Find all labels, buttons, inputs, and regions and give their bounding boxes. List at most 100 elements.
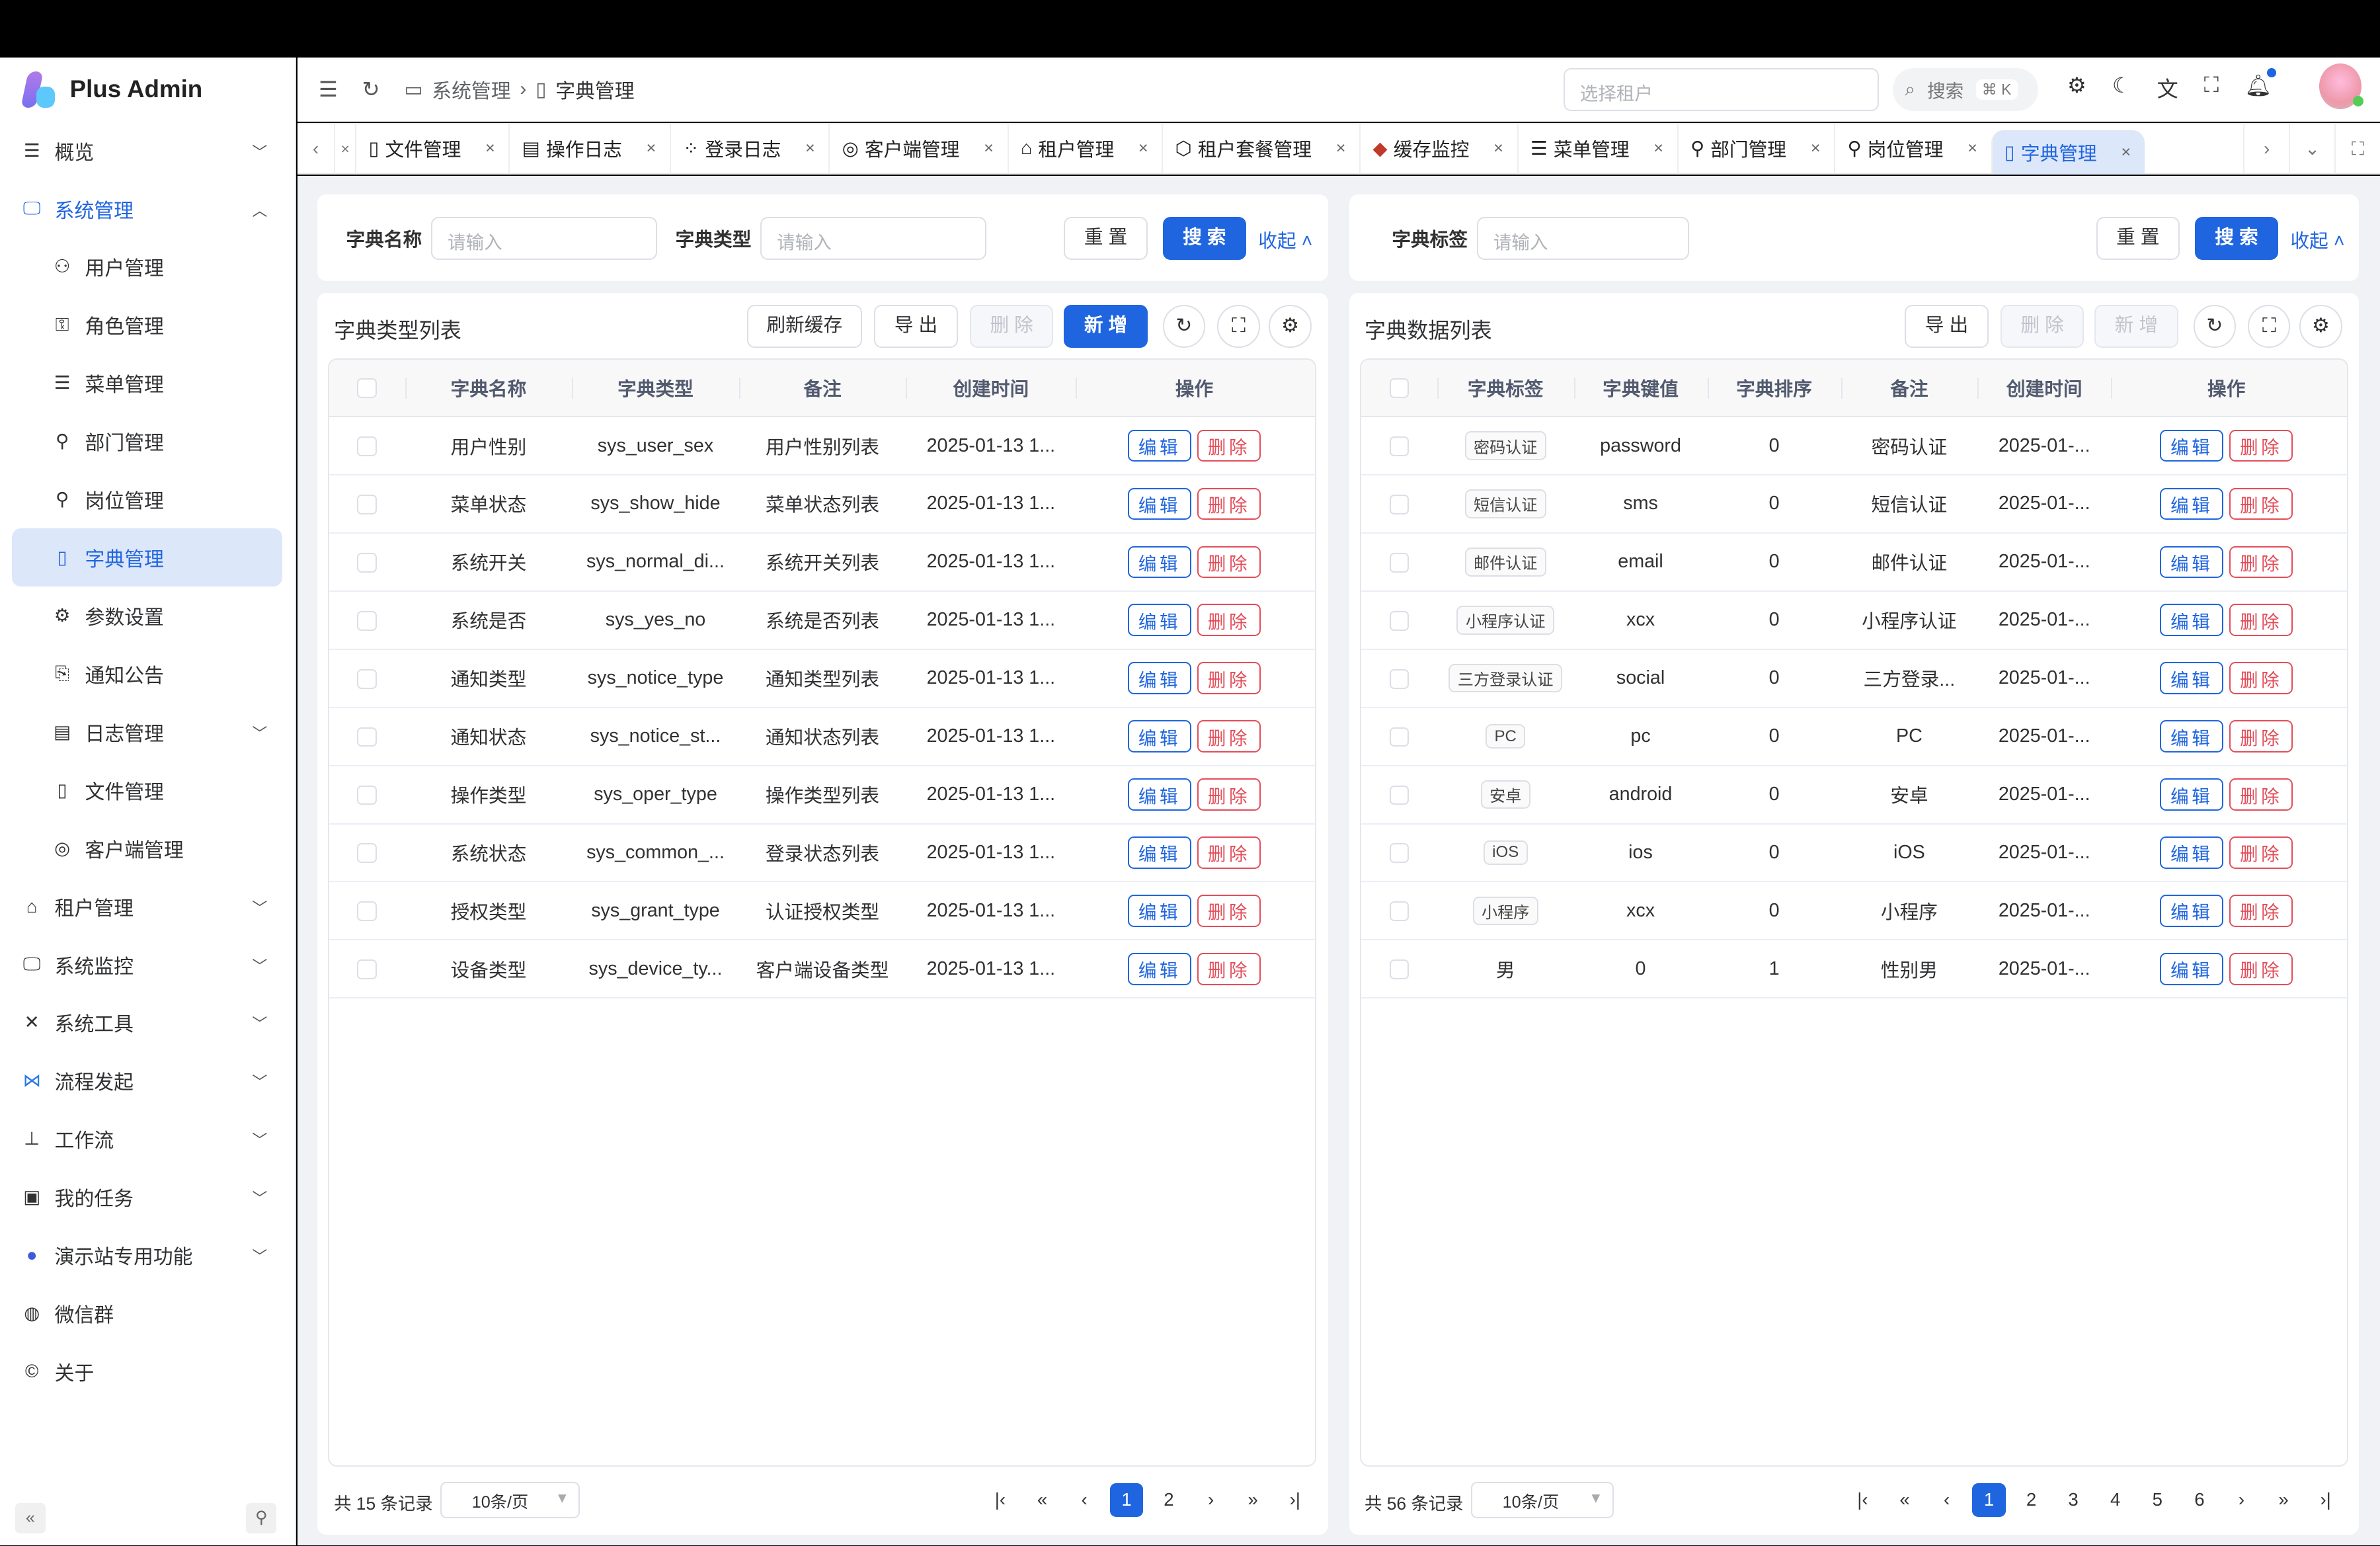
row-checkbox[interactable] [357,494,377,514]
page-1[interactable]: 1 [1109,1483,1144,1517]
edit-button[interactable]: 编辑 [1128,429,1191,462]
row-checkbox-cell[interactable] [1361,435,1437,457]
edit-button[interactable]: 编辑 [1128,662,1191,694]
delete-button[interactable]: 删 除 [2000,305,2084,348]
refresh-icon[interactable]: ↻ [1162,305,1205,348]
edit-button[interactable]: 编辑 [1128,778,1191,811]
sidebar-item[interactable]: ⚿ 角色管理 [0,296,295,354]
collapse-sidebar-icon[interactable]: « [15,1502,46,1533]
tab-11[interactable]: ▯ 字典管理 × [1991,130,2145,175]
sidebar-item[interactable]: 🖵︎ 系统管理 ︿ [0,180,295,238]
tabs-scroll-right-icon[interactable]: › [2243,122,2289,175]
row-checkbox-cell[interactable] [329,435,405,457]
dict-label-input[interactable]: 请输入 [1476,217,1690,260]
tabs-dropdown-icon[interactable]: ⌄ [2289,122,2334,175]
row-checkbox-cell[interactable] [329,900,405,922]
row-checkbox[interactable] [1389,959,1409,980]
dict-type-input[interactable]: 请输入 [760,217,987,260]
row-checkbox-cell[interactable] [1361,551,1437,573]
prev-page-icon[interactable]: ‹ [1944,1489,1950,1510]
edit-button[interactable]: 编辑 [2160,604,2224,637]
edit-button[interactable]: 编辑 [2160,487,2224,520]
edit-button[interactable]: 编辑 [2160,720,2224,753]
sidebar-item[interactable]: ⚇ 用户管理 [0,238,295,296]
delete-button[interactable]: 删除 [1197,429,1261,462]
search-button[interactable]: 搜 索 [2194,217,2279,260]
delete-button[interactable]: 删除 [1197,546,1261,579]
delete-button[interactable]: 删除 [1197,953,1261,985]
delete-button[interactable]: 删除 [1197,662,1261,694]
chevron-down-icon[interactable]: ﹀ [252,957,268,975]
sidebar-item[interactable]: ▣ 我的任务 ﹀ [0,1168,295,1226]
delete-button[interactable]: 删除 [1197,487,1261,520]
last-page-icon[interactable]: ›| [1289,1489,1300,1510]
page-3[interactable]: 3 [2068,1489,2079,1510]
tab-5[interactable]: ⌂ 租户管理 × [1007,122,1162,175]
edit-button[interactable]: 编辑 [2160,953,2224,985]
chevron-down-icon[interactable]: ﹀ [252,724,268,742]
sidebar-item[interactable]: ● 演示站专用功能 ﹀ [0,1226,295,1284]
row-checkbox[interactable] [1389,727,1409,747]
tenant-select[interactable]: 选择租户 [1563,68,1880,111]
tab-3[interactable]: ⁘ 登录日志 × [669,122,828,175]
edit-button[interactable]: 编辑 [1128,720,1191,753]
edit-button[interactable]: 编辑 [1128,953,1191,985]
dark-mode-moon-icon[interactable]: ☾ [2112,73,2131,98]
row-checkbox-cell[interactable] [1361,725,1437,747]
close-icon[interactable]: × [1335,139,1346,158]
close-icon[interactable]: × [646,139,656,158]
row-checkbox-cell[interactable] [1361,900,1437,922]
select-all-checkbox[interactable] [1361,377,1437,399]
edit-button[interactable]: 编辑 [1128,895,1191,927]
tab-maximize-icon[interactable]: ⛶ [2334,122,2380,175]
delete-button[interactable]: 删除 [1197,778,1261,811]
collapse-link[interactable]: 收起 ˄ [2290,231,2345,253]
delete-button[interactable]: 删除 [2229,720,2293,753]
close-icon[interactable]: × [805,139,815,158]
sidebar-item[interactable]: ◍ 微信群 [0,1284,295,1342]
tab-9[interactable]: ⚲ 部门管理 × [1677,122,1834,175]
edit-button[interactable]: 编辑 [1128,604,1191,637]
page-1[interactable]: 1 [1972,1483,2006,1517]
edit-button[interactable]: 编辑 [2160,546,2224,579]
delete-button[interactable]: 删除 [2229,662,2293,694]
add-button[interactable]: 新 增 [1064,305,1148,348]
row-checkbox-cell[interactable] [1361,667,1437,689]
reset-button[interactable]: 重 置 [2096,217,2180,260]
tab-4[interactable]: ◎ 客户端管理 × [828,122,1007,175]
next-page-icon[interactable]: › [2238,1489,2245,1510]
row-checkbox[interactable] [1389,785,1409,805]
delete-button[interactable]: 删除 [1197,604,1261,637]
search-button[interactable]: 搜 索 [1162,217,1246,260]
chevron-down-icon[interactable]: ﹀ [252,1015,268,1033]
chevron-down-icon[interactable]: ﹀ [252,1131,268,1149]
avatar[interactable] [2319,63,2363,110]
edit-button[interactable]: 编辑 [2160,662,2224,694]
close-tab-icon[interactable]: × [334,122,355,175]
prev-page-icon[interactable]: ‹ [1081,1489,1088,1510]
chevron-down-icon[interactable]: ﹀ [252,143,268,161]
row-checkbox-cell[interactable] [329,784,405,805]
page-2[interactable]: 2 [2026,1489,2037,1510]
sidebar-item[interactable]: ◎ 客户端管理 [0,819,295,877]
page-4[interactable]: 4 [2110,1489,2121,1510]
row-checkbox[interactable] [357,843,377,864]
column-settings-gear-icon[interactable]: ⚙ [1269,305,1312,348]
sidebar-item[interactable]: ▯ 文件管理 [0,761,295,819]
delete-button[interactable]: 删 除 [970,305,1054,348]
close-icon[interactable]: × [1810,139,1821,158]
row-checkbox[interactable] [1389,436,1409,456]
tab-1[interactable]: ▯ 文件管理 × [355,122,508,175]
fullscreen-icon[interactable]: ⛶ [1217,305,1260,348]
tab-10[interactable]: ⚲ 岗位管理 × [1834,122,1991,175]
logo[interactable]: Plus Admin [0,58,295,121]
sidebar-item[interactable]: ⊥ 工作流 ﹀ [0,1110,295,1168]
delete-button[interactable]: 删除 [1197,836,1261,869]
edit-button[interactable]: 编辑 [1128,487,1191,520]
refresh-cache-button[interactable]: 刷新缓存 [746,305,863,348]
row-checkbox[interactable] [357,436,377,456]
close-icon[interactable]: × [1653,139,1664,158]
row-checkbox[interactable] [357,552,377,573]
sidebar-item[interactable]: ⚲ 岗位管理 [0,470,295,528]
edit-button[interactable]: 编辑 [2160,836,2224,869]
